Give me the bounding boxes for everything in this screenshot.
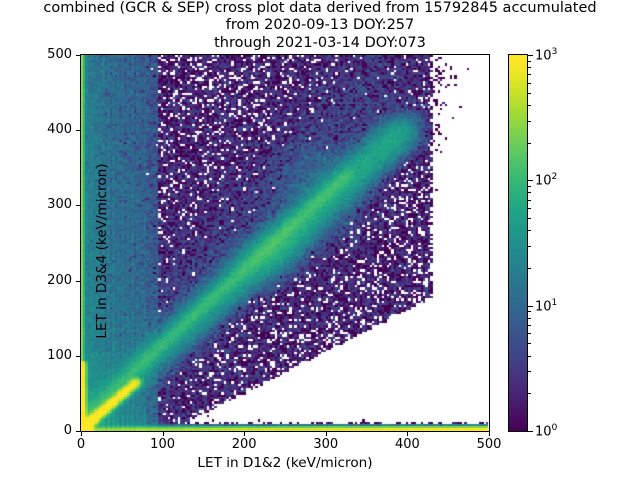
colorbar-major-tick xyxy=(528,305,533,307)
colorbar-major-tick xyxy=(528,431,533,432)
colorbar-minor-tick xyxy=(528,393,532,395)
colorbar-minor-tick xyxy=(528,333,532,335)
figure-title: combined (GCR & SEP) cross plot data der… xyxy=(0,0,640,52)
colorbar-minor-tick xyxy=(528,267,532,269)
x-tick-label: 100 xyxy=(150,437,175,452)
colorbar-major-tick xyxy=(528,55,533,56)
y-tick-label: 100 xyxy=(47,347,72,363)
colorbar xyxy=(508,54,528,432)
colorbar-minor-tick xyxy=(528,82,532,84)
title-line-3: through 2021-03-14 DOY:073 xyxy=(214,34,426,51)
x-tick-label: 200 xyxy=(231,437,257,452)
colorbar-minor-tick xyxy=(528,317,532,319)
y-tick-label: 0 xyxy=(63,423,72,438)
colorbar-minor-tick xyxy=(528,208,532,210)
x-tick-label: 0 xyxy=(76,437,86,452)
colorbar-minor-tick xyxy=(528,245,532,247)
x-tick xyxy=(407,432,409,436)
x-axis-label: LET in D1&2 (keV/micron) xyxy=(197,455,373,471)
y-tick-label: 200 xyxy=(47,272,72,288)
x-tick-label: 500 xyxy=(476,437,502,452)
colorbar-minor-tick xyxy=(528,104,532,106)
x-tick xyxy=(489,432,490,436)
y-tick xyxy=(76,280,80,282)
colorbar-tick-label: 102 xyxy=(535,171,558,189)
title-line-2: from 2020-09-13 DOY:257 xyxy=(225,17,415,34)
colorbar-tick-label: 103 xyxy=(535,46,558,64)
y-tick xyxy=(76,130,80,132)
colorbar-minor-tick xyxy=(528,186,532,188)
colorbar-minor-tick xyxy=(528,67,532,69)
x-tick-label: 300 xyxy=(313,437,339,452)
colorbar-minor-tick xyxy=(528,325,532,327)
y-tick xyxy=(76,355,80,357)
scatter-heatmap xyxy=(81,55,489,431)
colorbar-minor-tick xyxy=(528,120,532,122)
y-axis-label: LET in D3&4 (keV/micron) xyxy=(94,163,110,339)
colorbar-minor-tick xyxy=(528,74,532,76)
y-tick-label: 500 xyxy=(47,47,72,62)
colorbar-minor-tick xyxy=(528,142,532,144)
y-tick xyxy=(76,55,80,56)
title-line-1: combined (GCR & SEP) cross plot data der… xyxy=(43,0,597,16)
x-tick-label: 400 xyxy=(394,437,420,452)
x-tick xyxy=(81,432,82,436)
y-tick-label: 400 xyxy=(47,122,72,138)
y-tick-label: 300 xyxy=(47,197,72,213)
y-tick xyxy=(76,431,80,432)
colorbar-minor-tick xyxy=(528,199,532,201)
colorbar-minor-tick xyxy=(528,343,532,345)
colorbar-minor-tick xyxy=(528,311,532,313)
colorbar-minor-tick xyxy=(528,92,532,94)
colorbar-minor-tick xyxy=(528,218,532,220)
colorbar-minor-tick xyxy=(528,355,532,357)
y-tick xyxy=(76,205,80,207)
colorbar-tick-label: 100 xyxy=(535,422,558,440)
colorbar-tick-label: 101 xyxy=(535,296,558,314)
colorbar-minor-tick xyxy=(528,371,532,373)
colorbar-minor-tick xyxy=(528,192,532,194)
colorbar-major-tick xyxy=(528,180,533,182)
colorbar-gradient xyxy=(509,55,527,431)
plot-area xyxy=(80,54,490,432)
colorbar-minor-tick xyxy=(528,60,532,62)
x-tick xyxy=(162,432,164,436)
x-tick xyxy=(244,432,246,436)
colorbar-minor-tick xyxy=(528,230,532,232)
x-tick xyxy=(325,432,327,436)
